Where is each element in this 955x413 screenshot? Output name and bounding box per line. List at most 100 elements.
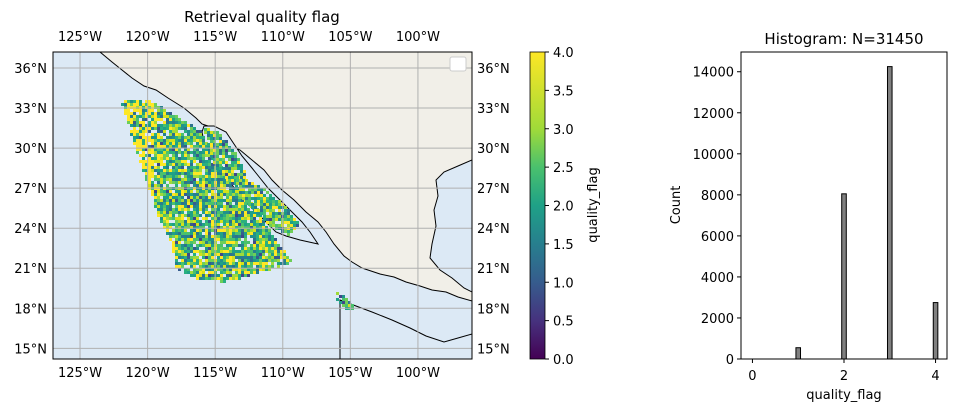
map-lon-tick-bottom: 125°W (58, 366, 102, 381)
swath-pixel (260, 200, 263, 203)
swath-pixel (265, 241, 268, 244)
swath-pixel (220, 262, 223, 265)
swath-pixel (265, 268, 268, 271)
colorbar-tick-label: 4.0 (553, 46, 574, 61)
swath-pixel (247, 247, 250, 250)
swath-pixel (184, 124, 187, 127)
swath-pixel (289, 259, 292, 262)
swath-pixel (196, 136, 199, 139)
swath-pixel (178, 121, 181, 124)
swath-pixel (211, 190, 214, 193)
swath-pixel (193, 235, 196, 238)
swath-pixel (226, 178, 229, 181)
swath-pixel (166, 166, 169, 169)
swath-pixel (193, 148, 196, 151)
swath-pixel (202, 190, 205, 193)
swath-pixel (154, 190, 157, 193)
swath-pixel (259, 250, 262, 253)
swath-pixel (193, 199, 196, 202)
swath-pixel (175, 256, 178, 259)
colorbar-label: quality_flag (586, 167, 601, 242)
swath-pixel (157, 145, 160, 148)
swath-pixel (136, 133, 139, 136)
swath-pixel (184, 142, 187, 145)
swath-pixel (265, 235, 268, 238)
swath-pixel (181, 214, 184, 217)
swath-pixel (181, 265, 184, 268)
swath-pixel (244, 265, 247, 268)
swath-pixel (205, 193, 208, 196)
swath-pixel (178, 196, 181, 199)
swath-pixel (145, 106, 148, 109)
swath-pixel (250, 217, 253, 220)
swath-pixel (157, 151, 160, 154)
swath-pixel (220, 202, 223, 205)
swath-pixel (184, 229, 187, 232)
swath-pixel (154, 199, 157, 202)
swath-pixel (190, 265, 193, 268)
swath-pixel (196, 199, 199, 202)
swath-pixel (217, 229, 220, 232)
swath-pixel (142, 151, 145, 154)
swath-pixel (175, 130, 178, 133)
swath-pixel (136, 118, 139, 121)
swath-pixel (211, 169, 214, 172)
swath-pixel (139, 148, 142, 151)
swath-pixel (154, 154, 157, 157)
colorbar-ticks: 0.00.51.01.52.02.53.03.54.0 (545, 46, 574, 368)
swath-pixel (172, 229, 175, 232)
swath-pixel (163, 208, 166, 211)
swath-pixel (130, 124, 133, 127)
swath-pixel (226, 244, 229, 247)
swath-pixel (175, 250, 178, 253)
swath-pixel (223, 277, 226, 280)
swath-pixel (190, 169, 193, 172)
swath-pixel (142, 157, 145, 160)
swath-pixel (196, 259, 199, 262)
map-lon-tick-top: 125°W (58, 30, 102, 45)
swath-pixel (190, 199, 193, 202)
swath-pixel (235, 190, 238, 193)
swath-pixel (199, 244, 202, 247)
swath-pixel (163, 148, 166, 151)
swath-pixel (228, 146, 231, 149)
swath-pixel (236, 176, 239, 179)
swath-pixel (199, 268, 202, 271)
swath-pixel (220, 238, 223, 241)
swath-pixel (163, 223, 166, 226)
swath-pixel (229, 247, 232, 250)
swath-pixel (280, 250, 283, 253)
swath-pixel (222, 149, 225, 152)
swath-pixel (130, 118, 133, 121)
swath-pixel (247, 229, 250, 232)
swath-pixel (178, 199, 181, 202)
swath-pixel (225, 161, 228, 164)
swath-pixel (142, 106, 145, 109)
map-lat-tick-right: 24°N (477, 222, 510, 237)
swath-pixel (166, 160, 169, 163)
swath-pixel (220, 271, 223, 274)
swath-pixel (124, 106, 127, 109)
swath-pixel (211, 256, 214, 259)
swath-pixel (154, 121, 157, 124)
swath-pixel (148, 130, 151, 133)
swath-pixel (151, 133, 154, 136)
swath-pixel (232, 247, 235, 250)
swath-pixel (235, 253, 238, 256)
swath-pixel (124, 109, 127, 112)
swath-pixel (181, 196, 184, 199)
swath-pixel (181, 205, 184, 208)
swath-pixel (293, 218, 296, 221)
swath-pixel (169, 130, 172, 133)
swath-pixel (248, 200, 251, 203)
swath-pixel (208, 163, 211, 166)
swath-pixel (238, 208, 241, 211)
swath-pixel (196, 217, 199, 220)
swath-pixel (210, 149, 213, 152)
swath-pixel (178, 247, 181, 250)
swath-pixel (232, 244, 235, 247)
swath-pixel (157, 154, 160, 157)
swath-pixel (151, 139, 154, 142)
swath-pixel (208, 226, 211, 229)
swath-pixel (187, 148, 190, 151)
